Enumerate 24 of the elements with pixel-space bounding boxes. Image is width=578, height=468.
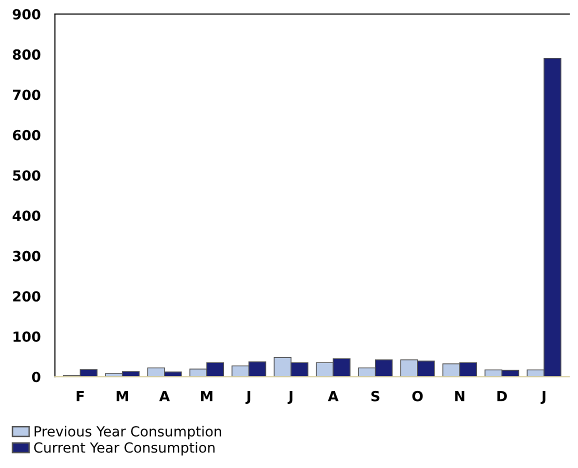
y-tick-label: 0: [32, 372, 40, 382]
y-tick-label: 600: [12, 130, 40, 140]
x-tick-label: F: [76, 391, 84, 402]
y-tick-label: 900: [12, 9, 40, 20]
x-tick-label: N: [455, 391, 464, 402]
y-tick-label: 100: [14, 331, 40, 342]
y-tick-label: 700: [12, 90, 40, 100]
x-tick-label: S: [371, 390, 380, 402]
x-tick-label: J: [246, 391, 250, 404]
y-tick-label: 300: [12, 250, 40, 262]
x-tick-label: J: [540, 391, 546, 404]
y-tick-label: 800: [12, 49, 40, 60]
x-tick-label: J: [288, 391, 292, 404]
x-tick-label: D: [497, 391, 507, 402]
y-tick-label: 400: [12, 210, 40, 222]
y-tick-label: 200: [13, 291, 40, 302]
x-tick-label: A: [328, 391, 339, 402]
legend-label: Previous Year Consumption: [34, 426, 222, 440]
x-tick-label: M: [116, 391, 128, 402]
legend-label: Current Year Consumption: [34, 442, 215, 456]
x-tick-label: M: [201, 391, 212, 402]
y-tick-label: 500: [13, 170, 40, 181]
x-tick-label: O: [412, 390, 423, 402]
x-tick-label: A: [159, 391, 170, 402]
